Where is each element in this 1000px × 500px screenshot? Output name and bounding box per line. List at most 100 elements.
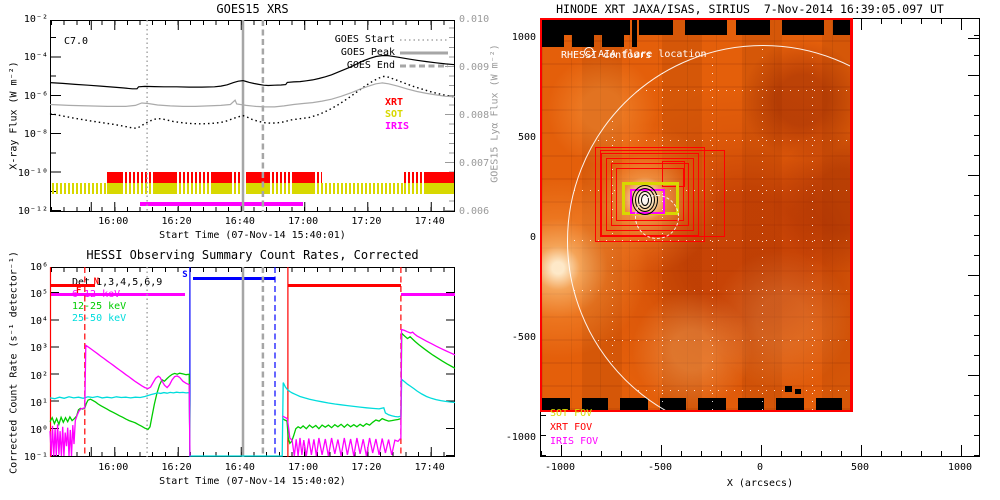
xrt-x-major-ticks-bottom — [541, 445, 979, 456]
goes-series-GOES-1-0-8-0-A — [49, 54, 456, 90]
hessi-series-6-12-keV — [49, 344, 191, 457]
xrt-observation-bar — [174, 172, 212, 183]
goes-x-tick-label: 16:40 — [224, 216, 255, 227]
hessi-flag-bar-flare — [50, 293, 186, 296]
xrt-y-major-ticks-right — [968, 19, 979, 456]
hessi-series-25-50-keV — [49, 378, 456, 457]
xrt-observation-bar — [246, 172, 269, 183]
goes-x-tick-label: 17:40 — [414, 216, 445, 227]
xrt-annotation-rhessi: RHESSI contours — [561, 50, 652, 61]
goes-right-tick-label: 0.006 — [459, 206, 490, 217]
hessi-x-tick-label: 16:40 — [224, 462, 255, 473]
hessi-flag-letter-F: F — [75, 286, 82, 296]
hessi-y-tick-label: 10⁻¹ — [23, 452, 48, 463]
xrt-y-tick-label: 0 — [529, 232, 536, 243]
xrt-fov-legend-sot-fov: SOT FOV — [550, 408, 593, 419]
hessi-y-tick-label: 10² — [29, 370, 48, 382]
xrt-observation-bar — [106, 172, 122, 183]
hessi-flag-bar-night2 — [287, 284, 401, 287]
hessi-x-tick-label: 17:20 — [351, 462, 382, 473]
hessi-band-label-12-25-keV: 12-25 keV — [72, 301, 127, 312]
hessi-y-tick-label: 10⁵ — [29, 289, 48, 301]
goes-y-tick-label: 10⁻¹⁰ — [17, 167, 48, 179]
goes-legend-line-solid — [400, 51, 448, 55]
sot-observation-bar — [51, 183, 107, 194]
sot-observation-bar — [268, 183, 294, 194]
hessi-series-12-25-keV — [49, 372, 191, 457]
goes-x-tick-label: 16:20 — [161, 216, 192, 227]
goes-y-tick-label: 10⁻² — [23, 14, 48, 25]
goes-x-tick-label: 17:20 — [351, 216, 382, 227]
goes-legend-label: GOES Start — [334, 34, 395, 45]
xrt-y-tick-label: -500 — [511, 332, 536, 343]
iris-observation-bar — [140, 202, 304, 206]
aia-flare-circle-icon — [584, 47, 595, 57]
goes-x-tick-label: 16:00 — [98, 216, 129, 227]
xrt-x-minor-ticks-bottom — [541, 451, 979, 456]
xrt-y-tick-label: -1000 — [505, 432, 536, 443]
xrt-annotation-aia: AIA flare location — [548, 36, 707, 71]
xrt-data-gap-top-left — [542, 20, 637, 47]
goes-y-tick-label: 10⁻⁶ — [23, 90, 48, 102]
goes-legend-line-dashed — [400, 64, 448, 68]
sot-observation-bar — [154, 183, 175, 194]
xrt-fov-legend-iris-fov: IRIS FOV — [550, 436, 599, 447]
hessi-flag-bar-night — [50, 284, 95, 287]
xrt-observation-bar — [268, 172, 294, 183]
xrt-observation-bar — [211, 172, 231, 183]
goes-right-tick-label: 0.010 — [459, 14, 490, 25]
goes-x-tick-label: 17:00 — [288, 216, 319, 227]
sot-observation-bar — [246, 183, 269, 194]
hessi-y-tick-label: 10³ — [29, 343, 48, 355]
goes-right-tick-label: 0.009 — [459, 62, 490, 73]
hessi-curves — [49, 267, 456, 457]
goes-right-axis-label: GOES15 Lyα Flux (W m⁻²) — [489, 44, 501, 183]
xrt-y-tick-label: 500 — [517, 132, 536, 143]
hessi-flag-bar-saa — [193, 277, 275, 280]
goes-xrs-panel: GOES15 XRS X-ray Flux (W m⁻²) GOES15 Lyα… — [0, 0, 501, 245]
xrt-fov-legend-xrt-fov: XRT FOV — [550, 422, 593, 433]
hessi-y-axis-label: Corrected Count Rate (s⁻¹ detector⁻¹) — [8, 251, 20, 474]
goes-series-GOES15-Lya — [49, 82, 456, 108]
aia-flare-circle — [635, 195, 679, 239]
hessi-x-tick-label: 17:00 — [288, 462, 319, 473]
xrt-y-tick-label: 1000 — [511, 32, 536, 43]
goes-right-tick-label: 0.008 — [459, 110, 490, 121]
hessi-band-label-25-50-keV: 25-50 keV — [72, 313, 127, 324]
xrt-observation-bar — [154, 172, 175, 183]
goes-y-tick-label: 10⁻⁸ — [23, 129, 48, 141]
hessi-x-tick-label: 17:40 — [414, 462, 445, 473]
xrt-observation-bar — [404, 172, 425, 183]
goes-legend-line-dotted — [400, 39, 448, 41]
xrt-observation-bar — [293, 172, 313, 183]
sot-observation-bar — [230, 183, 247, 194]
xrt-x-tick-label: 1000 — [947, 462, 973, 473]
xrt-fov-box — [662, 161, 685, 187]
goes-curves — [49, 20, 456, 212]
hessi-panel: HESSI Observing Summary Count Rates, Cor… — [0, 245, 500, 500]
xrt-x-tick-label: 0 — [756, 462, 764, 473]
goes-flare-class: C7.0 — [64, 36, 89, 47]
hessi-x-tick-label: 16:00 — [98, 462, 129, 473]
xrt-observation-bar — [121, 172, 155, 183]
xrt-x-tick-label: -500 — [647, 462, 673, 473]
sot-observation-bar — [211, 183, 231, 194]
goes-y-tick-label: 10⁻¹² — [17, 206, 48, 217]
goes-series-GOES-0-5-4-0-A — [49, 75, 456, 130]
hessi-flag-letter-S: S — [182, 270, 188, 280]
hessi-series-6-12-keV — [282, 328, 456, 457]
sot-observation-bar — [106, 183, 122, 194]
xrt-image-panel: HINODE XRT JAXA/ISAS, SIRIUS 7-Nov-2014 … — [500, 0, 1000, 500]
goes-right-tick-label: 0.007 — [459, 158, 490, 169]
goes-instrument-label-sot: SOT — [385, 109, 404, 120]
fov-overlays — [542, 20, 850, 410]
hessi-x-axis-label: Start Time (07-Nov-14 15:40:02) — [159, 476, 346, 487]
hessi-y-tick-label: 10¹ — [29, 397, 48, 409]
xrt-x-tick-label: -1000 — [544, 462, 576, 473]
hessi-y-tick-label: 10⁴ — [29, 316, 48, 328]
xrt-black-speck-1 — [785, 386, 792, 392]
sot-observation-bar — [424, 183, 452, 194]
sot-observation-bar — [293, 183, 313, 194]
xrt-panel-title: HINODE XRT JAXA/ISAS, SIRIUS 7-Nov-2014 … — [556, 2, 944, 16]
hessi-detector-label: Det 1,3,4,5,6,9 — [72, 277, 163, 288]
